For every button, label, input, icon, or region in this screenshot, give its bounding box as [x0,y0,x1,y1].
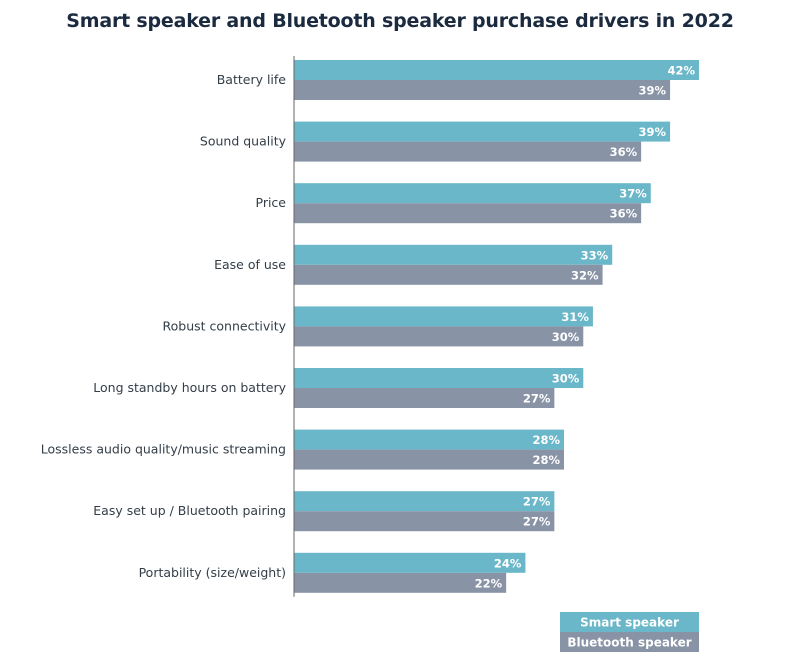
bar-group: Easy set up / Bluetooth pairing 27% 27% [93,491,555,532]
bar-group: Sound quality 39%36% [200,121,671,162]
data-label: 27% [523,392,551,406]
category-label: Sound quality [200,134,287,149]
data-label: 30% [552,372,580,386]
category-label: Long standby hours on battery [93,380,286,395]
smart-speaker-bar [294,429,564,450]
bar-group: Price 37% 36% [256,183,651,224]
bluetooth-speaker-bar [294,203,642,224]
data-label: 39% [639,84,667,98]
legend-swatch [560,632,699,652]
data-label: 31% [561,310,589,324]
data-label: 27% [523,495,551,509]
data-label: 33% [581,248,609,262]
data-label: 42% [667,64,695,78]
legend-entry: Bluetooth speaker [567,636,691,650]
smart-speaker-bar [294,60,699,80]
data-label: 28% [532,453,560,467]
data-label: 36% [610,145,638,159]
bluetooth-speaker-bar [294,388,555,408]
category-label: Easy set up / Bluetooth pairing [93,503,286,518]
data-label: 36% [610,207,638,221]
data-label: 22% [475,576,503,590]
category-label: Ease of use [214,257,286,272]
data-label: 30% [552,330,580,344]
category-label: Lossless audio quality/music streaming [41,442,286,457]
bar-group: Long standby hours on battery 30%27% [93,368,584,408]
legend-entry: Smart speaker [580,616,679,630]
data-label: 24% [494,556,522,570]
smart-speaker-bar [294,183,651,204]
category-label: Robust connectivity [163,318,287,333]
bar-group: Ease of use 33% 32% [214,244,613,285]
legend: Smart speaker Bluetooth speaker [560,612,699,652]
bar-group: Robust connectivity 31% 30% [163,306,593,347]
bluetooth-speaker-bar [294,264,603,285]
smart-speaker-bar [294,491,555,512]
category-label: Battery life [217,72,287,87]
smart-speaker-bar [294,552,526,573]
data-label: 39% [639,125,667,139]
data-label: 28% [532,433,560,447]
legend-swatch [560,612,699,632]
smart-speaker-bar [294,306,593,327]
category-label: Price [256,195,287,210]
bar-group: Portability (size/weight) 24% 22% [139,552,526,593]
bluetooth-speaker-bar [294,511,555,532]
bluetooth-speaker-bar [294,449,564,470]
data-label: 37% [619,187,647,201]
data-label: 32% [571,268,599,282]
smart-speaker-bar [294,244,613,265]
bar-group: Lossless audio quality/music streaming 28… [41,429,564,470]
data-label: 27% [523,515,551,529]
smart-speaker-bar [294,121,671,142]
category-label: Portability (size/weight) [139,565,286,580]
bar-group: Battery life 42%39% [217,60,699,100]
bluetooth-speaker-bar [294,572,507,593]
bluetooth-speaker-bar [294,141,642,162]
chart-title: Smart speaker and Bluetooth speaker purc… [66,10,734,32]
bluetooth-speaker-bar [294,80,671,100]
smart-speaker-bar [294,368,584,388]
bluetooth-speaker-bar [294,326,584,347]
